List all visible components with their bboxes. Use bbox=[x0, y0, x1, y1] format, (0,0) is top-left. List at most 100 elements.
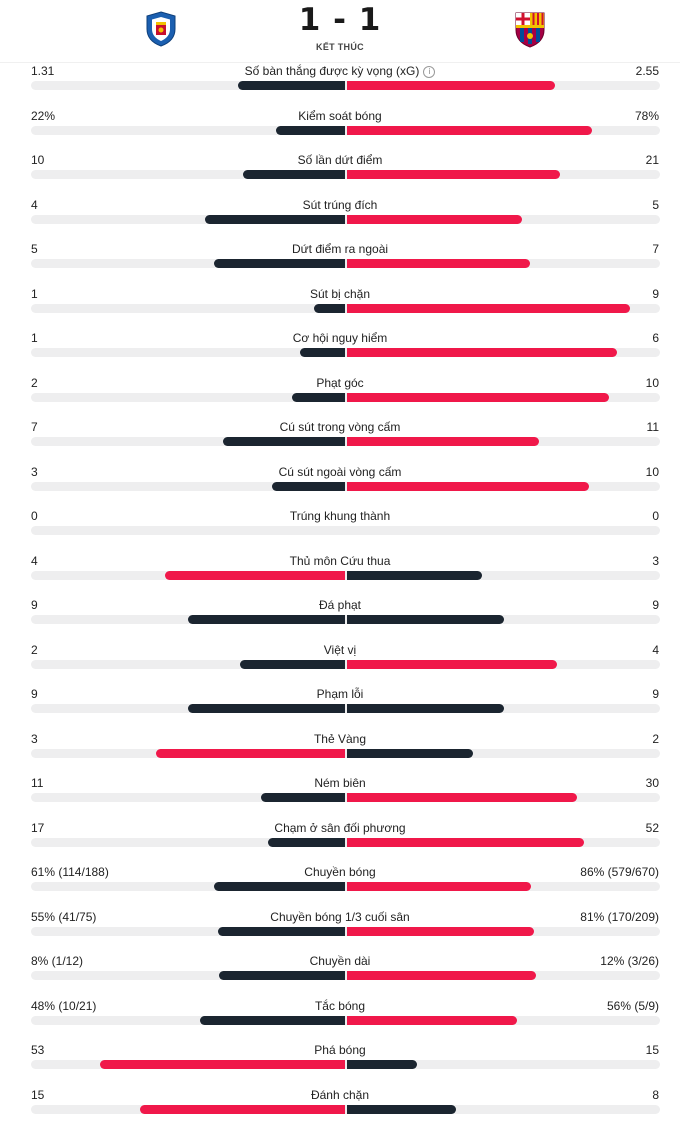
stat-bar-track bbox=[31, 793, 660, 803]
stat-label-text: Số bàn thắng được kỳ vọng (xG) bbox=[244, 64, 420, 78]
home-value: 1.31 bbox=[31, 64, 55, 78]
home-bar bbox=[217, 926, 345, 936]
stat-bar-track bbox=[31, 526, 660, 536]
away-value: 2.55 bbox=[635, 64, 659, 78]
home-value: 7 bbox=[31, 420, 38, 435]
stat-row: 7 Cú sút trong vòng cấm 11 bbox=[0, 420, 680, 464]
stat-label-text: Chạm ở sân đối phương bbox=[274, 820, 406, 835]
away-value: 30 bbox=[645, 776, 659, 791]
away-bar bbox=[346, 926, 534, 936]
stat-bar-track bbox=[31, 303, 660, 313]
stat-label-text: Kiểm soát bóng bbox=[298, 108, 382, 123]
stat-label: Đá phạt bbox=[140, 598, 540, 612]
away-bar bbox=[346, 303, 630, 313]
stat-label-text: Sút bị chặn bbox=[309, 286, 371, 301]
info-icon[interactable]: i bbox=[423, 66, 436, 78]
stat-label: Tắc bóng bbox=[140, 999, 540, 1013]
stat-label: Thủ môn Cứu thua bbox=[140, 554, 540, 568]
home-bar bbox=[187, 615, 345, 625]
home-value: 2 bbox=[31, 642, 38, 657]
stat-bar-track bbox=[31, 437, 660, 447]
stat-bar-track bbox=[31, 659, 660, 669]
stat-row: 4 Thủ môn Cứu thua 3 bbox=[0, 554, 680, 598]
away-value: 4 bbox=[652, 642, 659, 657]
home-value: 0 bbox=[31, 509, 38, 524]
stat-label-text: Chuyền bóng 1/3 cuối sân bbox=[270, 909, 410, 924]
stat-row: 11 Ném biên 30 bbox=[0, 776, 680, 820]
stat-row: 9 Đá phạt 9 bbox=[0, 598, 680, 642]
stat-label-text: Phạm lỗi bbox=[316, 687, 364, 702]
stat-bar-track bbox=[31, 971, 660, 981]
away-bar bbox=[346, 971, 536, 981]
home-value: 3 bbox=[31, 464, 38, 479]
stat-label: Việt vị bbox=[140, 643, 540, 657]
stat-label: Chuyền bóng bbox=[140, 865, 540, 879]
away-bar bbox=[346, 214, 522, 224]
stat-bar-track bbox=[31, 481, 660, 491]
stat-bar-track bbox=[31, 392, 660, 402]
away-bar bbox=[346, 259, 530, 269]
home-value: 15 bbox=[31, 1087, 45, 1102]
home-value: 8% (1/12) bbox=[31, 954, 84, 969]
stat-label-text: Thẻ Vàng bbox=[313, 731, 367, 746]
stat-label: Trúng khung thành bbox=[140, 509, 540, 523]
home-bar bbox=[99, 1060, 345, 1070]
barcelona-crest-icon[interactable] bbox=[512, 9, 548, 49]
stat-row: 55% (41/75) Chuyền bóng 1/3 cuối sân 81% (… bbox=[0, 910, 680, 954]
stat-row: 0 Trúng khung thành 0 bbox=[0, 509, 680, 553]
stat-label-text: Phạt góc bbox=[316, 375, 364, 390]
stat-label-text: Sút trúng đích bbox=[302, 197, 378, 212]
away-bar bbox=[346, 748, 473, 758]
home-value: 9 bbox=[31, 687, 38, 702]
stat-row: 15 Đánh chặn 8 bbox=[0, 1088, 680, 1132]
stat-label: Sút bị chặn bbox=[140, 287, 540, 301]
stat-row: 4 Sút trúng đích 5 bbox=[0, 198, 680, 242]
stat-label-text: Ném biên bbox=[314, 776, 366, 791]
home-bar bbox=[237, 81, 345, 90]
home-bar bbox=[187, 704, 345, 714]
home-bar bbox=[155, 748, 345, 758]
away-value: 21 bbox=[645, 153, 659, 168]
match-header: 1 - 1 KẾT THÚC bbox=[0, 0, 680, 63]
stat-row: 17 Chạm ở sân đối phương 52 bbox=[0, 821, 680, 865]
stat-label-text: Đá phạt bbox=[318, 598, 362, 613]
away-value: 0 bbox=[652, 509, 659, 524]
stat-bar-track bbox=[31, 214, 660, 224]
match-score: 1 - 1 bbox=[298, 2, 382, 38]
stat-label: Cú sút trong vòng cấm bbox=[140, 420, 540, 434]
home-bar bbox=[271, 481, 345, 491]
stat-label-text: Chuyền dài bbox=[309, 954, 371, 969]
stat-bar-track bbox=[31, 348, 660, 358]
stat-label: Số lần dứt điểm bbox=[140, 153, 540, 167]
stat-bar-track bbox=[31, 926, 660, 936]
stat-label-text: Việt vị bbox=[323, 642, 357, 657]
stat-label-text: Phá bóng bbox=[314, 1043, 366, 1058]
away-value: 15 bbox=[645, 1043, 659, 1058]
getafe-crest-icon[interactable] bbox=[143, 9, 179, 49]
stat-bar-track bbox=[31, 748, 660, 758]
stat-bar-track bbox=[31, 125, 660, 135]
stat-row: 2 Việt vị 4 bbox=[0, 643, 680, 687]
away-value: 12% (3/26) bbox=[600, 954, 659, 969]
away-bar bbox=[346, 437, 539, 447]
stat-label: Cơ hội nguy hiểm bbox=[140, 331, 540, 345]
away-bar bbox=[346, 837, 584, 847]
stat-label: Chuyền dài bbox=[140, 954, 540, 968]
stat-bar-track bbox=[31, 259, 660, 269]
home-bar bbox=[164, 570, 345, 580]
stat-label: Đánh chặn bbox=[140, 1088, 540, 1102]
home-value: 4 bbox=[31, 197, 38, 212]
away-value: 5 bbox=[652, 197, 659, 212]
away-value: 9 bbox=[652, 687, 659, 702]
home-bar bbox=[218, 971, 345, 981]
home-bar bbox=[213, 882, 345, 892]
stat-label-text: Đánh chặn bbox=[310, 1087, 370, 1102]
home-bar bbox=[313, 303, 345, 313]
stat-bar-track bbox=[31, 170, 660, 180]
home-value: 48% (10/21) bbox=[31, 998, 97, 1013]
home-value: 2 bbox=[31, 375, 38, 390]
away-bar bbox=[346, 81, 555, 90]
stat-row: 10 Số lần dứt điểm 21 bbox=[0, 153, 680, 197]
away-bar bbox=[346, 882, 531, 892]
home-bar bbox=[260, 793, 345, 803]
